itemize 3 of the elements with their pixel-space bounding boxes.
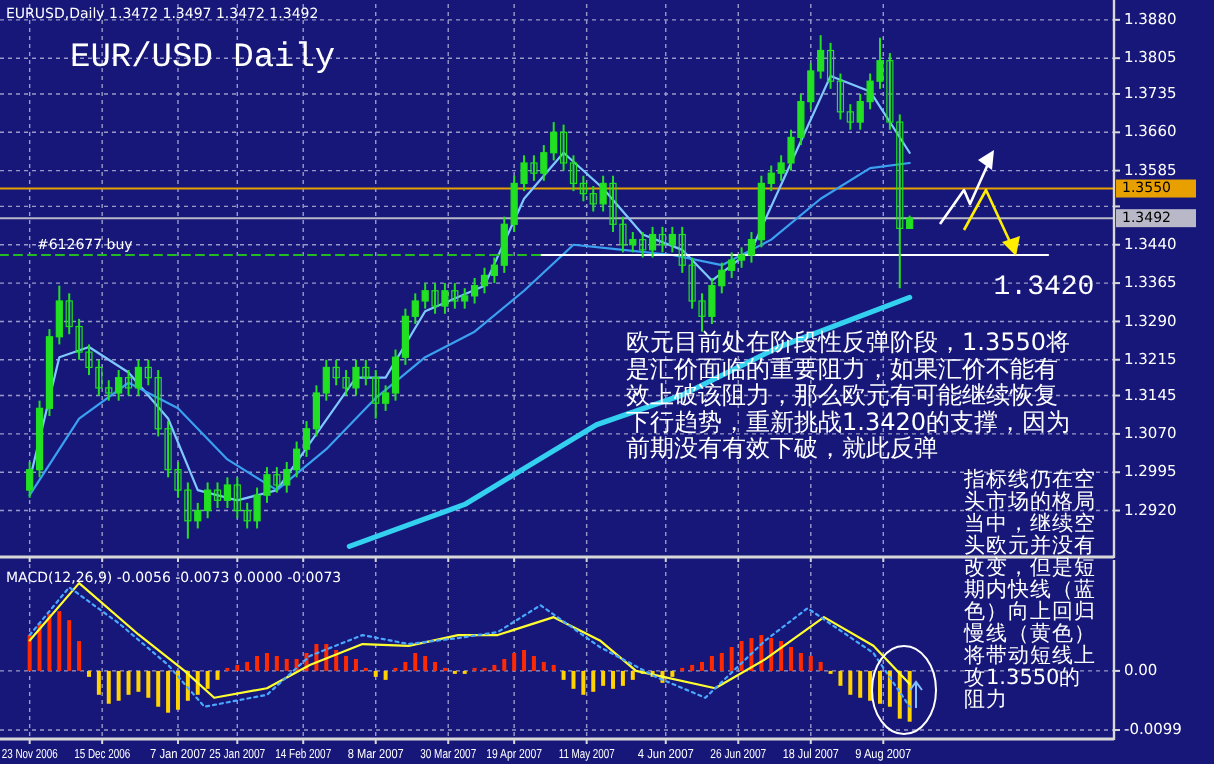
annotation: 1.3420: [993, 272, 1095, 304]
text: 指标线仍在空头市场的格局当中，继续空头欧元并没有改变，但是短期内快线（蓝色）向上回归慢线（黄色）将带动短线上攻1.3550的阻力: [964, 468, 1096, 712]
text: EUR/USD Daily: [70, 40, 336, 78]
